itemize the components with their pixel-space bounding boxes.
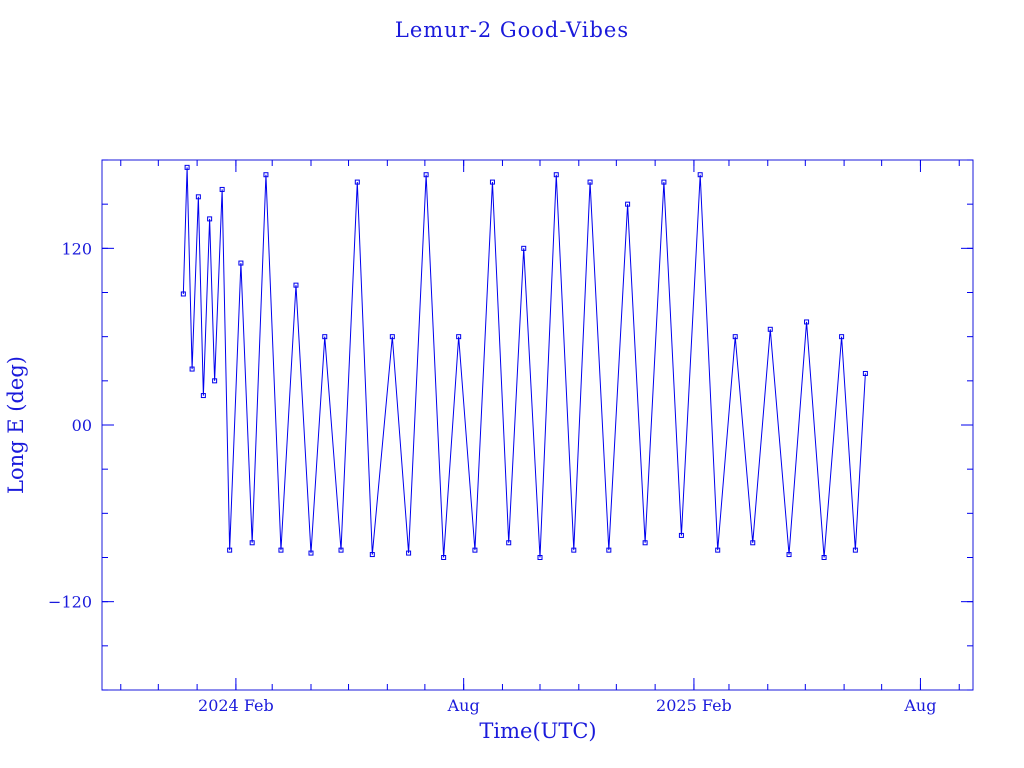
plot-frame xyxy=(101,159,974,691)
data-point xyxy=(537,555,543,560)
data-point xyxy=(207,216,213,222)
x-tick-label: 2025 Feb xyxy=(656,696,732,715)
data-point xyxy=(238,260,244,266)
y-tick-label: −120 xyxy=(48,593,92,612)
data-point xyxy=(338,547,344,553)
data-point xyxy=(839,334,845,340)
series-line xyxy=(182,167,866,558)
data-point xyxy=(489,179,495,185)
data-point xyxy=(678,532,684,538)
x-tick-label: 2024 Feb xyxy=(198,696,274,715)
data-point xyxy=(750,540,756,546)
data-point xyxy=(219,186,225,192)
data-point xyxy=(715,547,721,553)
data-point xyxy=(767,326,773,332)
chart-title: Lemur-2 Good-Vibes xyxy=(395,18,629,42)
series-layer xyxy=(180,164,868,560)
data-point xyxy=(200,393,206,399)
data-point xyxy=(293,282,299,288)
y-tick-label: 120 xyxy=(61,239,92,258)
data-point xyxy=(732,334,738,340)
data-point xyxy=(862,370,868,376)
data-point xyxy=(661,179,667,185)
data-point xyxy=(322,334,328,340)
data-point xyxy=(406,550,412,556)
x-tick-label: Aug xyxy=(447,696,480,715)
ticks-layer: 2024 Feb Aug 2025 Feb Aug 120 00 −120 xyxy=(48,159,973,715)
data-point xyxy=(180,291,186,297)
data-point xyxy=(506,540,512,546)
data-point xyxy=(227,547,233,553)
y-tick-label: 00 xyxy=(72,416,92,435)
data-point xyxy=(249,540,255,546)
data-point xyxy=(389,334,395,340)
data-point xyxy=(184,164,190,170)
data-point xyxy=(697,172,703,178)
data-point xyxy=(212,378,218,384)
data-point xyxy=(441,555,447,560)
data-point xyxy=(571,547,577,553)
data-point xyxy=(472,547,478,553)
y-axis-title: Long E (deg) xyxy=(4,356,28,494)
x-tick-label: Aug xyxy=(903,696,936,715)
data-point xyxy=(553,172,559,178)
data-point xyxy=(369,552,375,558)
data-point xyxy=(642,540,648,546)
x-axis-title: Time(UTC) xyxy=(479,719,596,743)
data-point xyxy=(308,550,314,556)
data-point xyxy=(804,319,810,325)
data-point xyxy=(587,179,593,185)
data-point xyxy=(278,547,284,553)
data-point xyxy=(189,366,195,372)
data-point xyxy=(852,547,858,553)
data-point xyxy=(456,334,462,340)
data-point xyxy=(354,179,360,185)
data-point xyxy=(786,552,792,558)
data-point xyxy=(423,172,429,178)
data-point xyxy=(625,201,631,207)
data-point xyxy=(521,245,527,251)
data-point xyxy=(606,547,612,553)
data-point xyxy=(195,194,201,200)
data-point xyxy=(821,555,827,560)
data-point xyxy=(263,172,269,178)
